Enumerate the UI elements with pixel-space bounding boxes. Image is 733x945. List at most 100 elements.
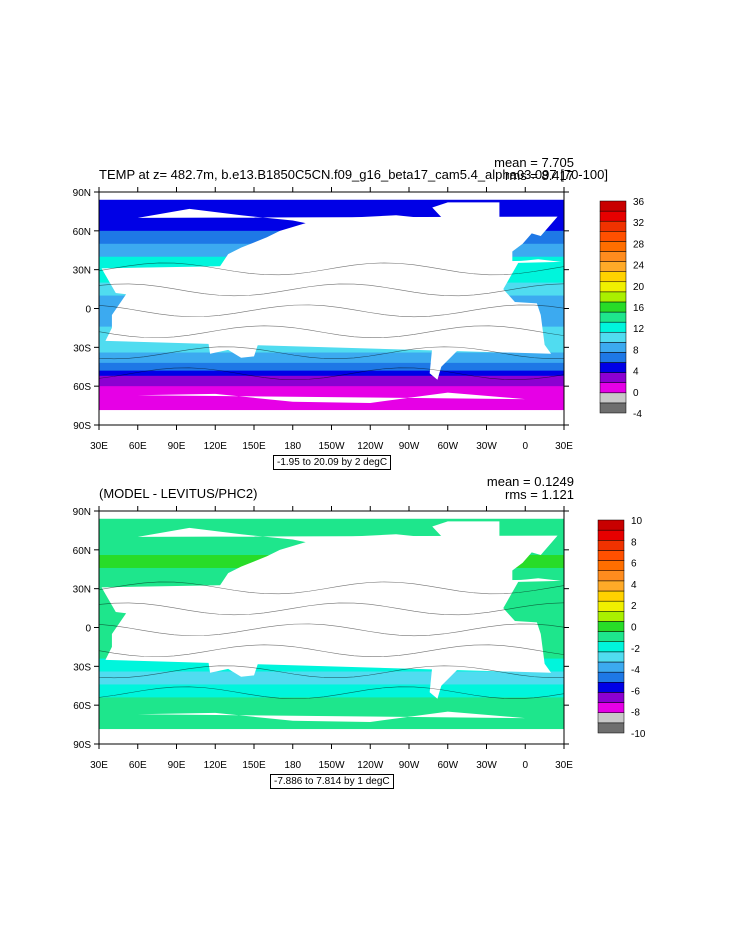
panel1-y-tick-label: 0: [85, 305, 91, 316]
panel1-band: [99, 204, 564, 209]
panel1-y-tick-label: 60S: [73, 382, 91, 393]
panel2-x-tick-label: 90E: [168, 760, 186, 771]
panel1-band: [99, 406, 564, 411]
panel2-band: [99, 692, 564, 696]
panel1-colorbar-label: 36: [633, 197, 645, 208]
panel2-band: [99, 523, 564, 528]
panel1-contour-line: [99, 283, 564, 297]
panel2-y-tick-label: 60N: [73, 546, 91, 557]
panel1-colorbar-label: 28: [633, 239, 645, 250]
panel1-land: [421, 295, 481, 380]
panel2-band: [99, 707, 564, 711]
panel2-band: [99, 687, 564, 691]
panel2-contour-line: [99, 686, 564, 700]
panel1-y-tick-label: 30S: [73, 343, 91, 354]
panel2-y-tick-label: 30S: [73, 662, 91, 673]
panel2-band: [99, 529, 564, 533]
panel2-mean: mean = 0.1249: [486, 474, 574, 489]
panel1-contour-line: [99, 346, 564, 360]
panel2-colorbar-swatch: [597, 651, 625, 663]
panel1-band: [99, 355, 564, 359]
panel1-band: [99, 347, 564, 351]
panel1-land: [308, 215, 453, 299]
panel2-colorbar-label: 0: [631, 623, 637, 634]
panel1-colorbar-label: 12: [633, 324, 645, 335]
panel2-x-tick-label: 180: [284, 760, 301, 771]
panel1-land: [0, 296, 15, 380]
panel1-band: [99, 383, 564, 387]
panel1-contour-line: [99, 367, 564, 381]
panel1-contour-line: [99, 325, 564, 339]
panel2-colorbar-label: -10: [631, 729, 646, 740]
panel1-land: [105, 208, 562, 306]
panel1-x-tick-label: 0: [522, 441, 528, 452]
panel2-band: [99, 526, 564, 530]
panel1-land: [432, 202, 500, 231]
panel1-rms: rms = 8.417: [504, 168, 574, 183]
panel1-y-tick-label: 60N: [73, 227, 91, 238]
panel1-band: [99, 365, 564, 369]
panel2-x-tick-label: 120W: [357, 760, 384, 771]
panel2-colorbar-swatch: [597, 550, 625, 561]
panel2-colorbar-swatch: [597, 519, 625, 531]
panel2-colorbar-swatch: [597, 631, 625, 642]
panel1-band: [99, 362, 564, 367]
panel1-colorbar-swatch: [599, 220, 627, 232]
panel2-colorbar-label: 2: [631, 601, 637, 612]
panel2-colorbar-label: -4: [631, 665, 640, 676]
panel1-colorbar-swatch: [599, 251, 627, 262]
panel1-colorbar-label: 20: [633, 282, 645, 293]
panel1-colorbar-swatch: [599, 241, 627, 252]
panel2-band: [99, 671, 564, 675]
panel2-rms: rms = 1.121: [504, 487, 574, 502]
panel2-band: [99, 712, 564, 717]
panel1-band: [99, 401, 564, 405]
panel1-band: [99, 380, 564, 385]
panel2-colorbar-label: 6: [631, 559, 637, 570]
panel1-field: [0, 192, 564, 425]
panel2-band: [99, 705, 564, 709]
panel2-x-tick-label: 90W: [399, 760, 420, 771]
panel2-plot: 30E 60E 90E 120E 150E 180 150W 120W 90W 60W 30W 0 30…: [73, 506, 646, 771]
panel1-band: [99, 210, 564, 214]
panel2-band: [99, 518, 564, 522]
panel1-x-tick-label: 120E: [204, 441, 228, 452]
panel1-y-tick-label: 90N: [73, 188, 91, 199]
panel1-colorbar-label: -4: [633, 409, 642, 420]
panel1-band: [99, 349, 564, 354]
panel2-colorbar-label: 4: [631, 580, 637, 591]
panel2-y-tick-label: 30N: [73, 585, 91, 596]
panel1-band: [99, 368, 564, 372]
panel2-colorbar-label: 10: [631, 516, 643, 527]
panel1-x-tick-label: 30W: [476, 441, 497, 452]
panel1-colorbar-label: 8: [633, 345, 639, 356]
panel2-colorbar-swatch: [597, 702, 625, 713]
panel1-band: [99, 207, 564, 211]
panel2-land: [182, 621, 254, 641]
panel1-x-tick-label: 180: [284, 441, 301, 452]
panel1-band: [99, 202, 564, 206]
panel1-colorbar-swatch: [599, 352, 627, 363]
panel1-colorbar-swatch: [599, 210, 627, 222]
panel2-land: [137, 711, 526, 744]
panel1-colorbar-swatch: [599, 200, 627, 212]
panel1-colorbar-swatch: [599, 382, 627, 394]
panel2-band: [99, 521, 564, 525]
panel1-band: [99, 370, 564, 374]
panel1-band: [99, 375, 564, 379]
panel2-colorbar-swatch: [597, 570, 625, 582]
panel1-colorbar-swatch: [599, 331, 627, 343]
panel2-x-tick-label: 150E: [242, 760, 266, 771]
panel2-band: [99, 674, 564, 678]
panel1-y-tick-label: 90S: [73, 421, 91, 432]
panel1-colorbar-swatch: [599, 342, 627, 353]
panel2-contour-info: -7.886 to 7.814 by 1 degC: [270, 774, 394, 789]
panel1-contour-info: -1.95 to 20.09 by 2 degC: [273, 455, 392, 470]
panel1-colorbar-swatch: [599, 271, 627, 283]
panel1-plot: 30E 60E 90E 120E 150E 180 150W 120W 90W 60W 30W 0 30…: [0, 187, 645, 452]
panel2-band: [99, 699, 564, 704]
panel1-colorbar-swatch: [599, 362, 627, 373]
panel1-band: [99, 215, 564, 219]
panel2-contour-line: [99, 665, 564, 679]
